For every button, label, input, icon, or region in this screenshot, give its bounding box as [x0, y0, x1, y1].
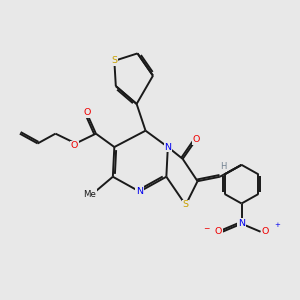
Text: S: S [111, 56, 117, 65]
Text: Me: Me [83, 190, 96, 199]
Text: O: O [84, 108, 91, 117]
Text: −: − [203, 224, 209, 233]
Text: O: O [261, 227, 269, 236]
Text: O: O [214, 227, 222, 236]
Text: S: S [183, 200, 189, 209]
Text: N: N [164, 142, 171, 152]
Text: H: H [220, 162, 226, 171]
Text: +: + [274, 222, 280, 228]
Text: O: O [192, 135, 200, 144]
Text: N: N [136, 187, 143, 196]
Text: N: N [238, 219, 245, 228]
Text: O: O [70, 141, 78, 150]
